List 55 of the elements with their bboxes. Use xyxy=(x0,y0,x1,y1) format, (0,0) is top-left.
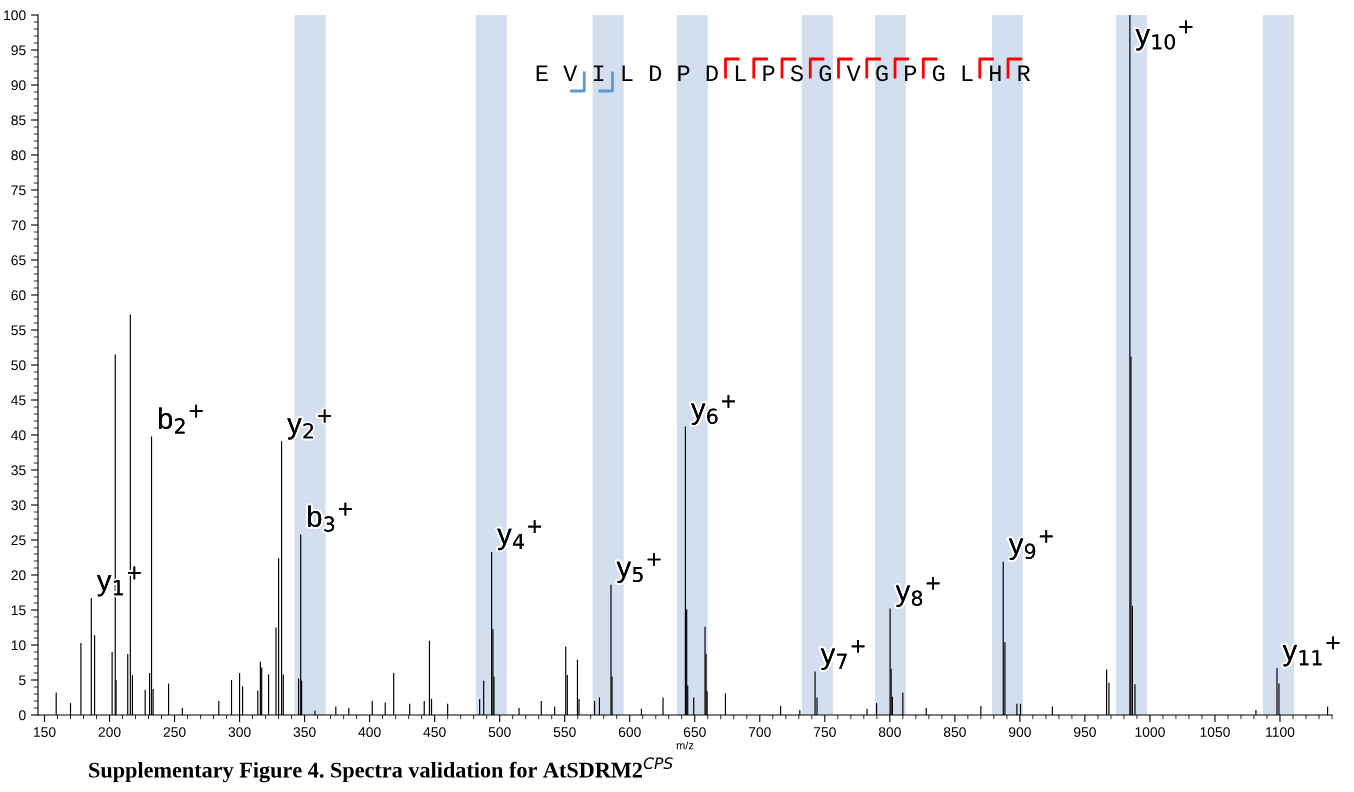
annotation: b$_{2}$$^{+}$ xyxy=(158,404,203,434)
annotation: y$_{9}$$^{+}$ xyxy=(1008,529,1053,560)
x-tick-label: 300 xyxy=(228,727,251,738)
y-tick-label: 25 xyxy=(11,535,26,546)
x-tick-label: 550 xyxy=(553,727,576,738)
y-tick-label: 50 xyxy=(11,360,26,371)
x-tick-label: 150 xyxy=(33,727,56,738)
annotation: y$_{11}$$^{+}$ xyxy=(1282,636,1340,667)
x-tick-label: 800 xyxy=(878,727,901,738)
annotation: y$_{4}$$^{+}$ xyxy=(497,520,542,551)
y-tick-label: 30 xyxy=(11,500,26,511)
x-tick-label: 650 xyxy=(683,727,706,738)
x-tick-label: 1050 xyxy=(1200,727,1230,738)
x-tick-label: 700 xyxy=(748,727,771,738)
y-tick-label: 80 xyxy=(11,150,26,161)
y-tick-label: 70 xyxy=(11,220,26,231)
y-tick-label: 100 xyxy=(4,10,26,21)
y-tick-label: 60 xyxy=(11,290,26,301)
y-tick-label: 75 xyxy=(11,185,26,196)
annotation: y$_{2}$$^{+}$ xyxy=(287,409,332,440)
y-tick-label: 35 xyxy=(11,465,26,476)
y-tick-label: 90 xyxy=(11,80,26,91)
annotation: E V I L D P D L P S G V G P G L H R xyxy=(536,65,1031,82)
x-tick-label: 450 xyxy=(423,727,446,738)
annotation: y$_{8}$$^{+}$ xyxy=(895,576,940,607)
y-tick-label: 10 xyxy=(11,640,26,651)
y-tick-label: 20 xyxy=(11,570,26,581)
y-tick-label: 85 xyxy=(11,115,26,126)
y-tick-label: 65 xyxy=(11,255,26,266)
x-tick-label: 350 xyxy=(293,727,316,738)
text: Supplementary Figure 4. Spectra validation for AtSDRM2$^{CPS}$ xyxy=(89,757,673,783)
annotation: y$_{6}$$^{+}$ xyxy=(691,394,735,425)
y-tick-label: 55 xyxy=(11,325,26,336)
y-tick-label: 0 xyxy=(19,710,26,721)
y-tick-label: 40 xyxy=(11,430,26,441)
annotation: y$_{7}$$^{+}$ xyxy=(820,639,865,670)
x-tick-label: 200 xyxy=(98,727,121,738)
x-tick-label: 1100 xyxy=(1266,727,1295,738)
x-tick-label: 600 xyxy=(618,727,641,738)
x-tick-label: 250 xyxy=(163,727,186,738)
x-axis-title: m/z xyxy=(676,741,694,750)
y-tick-label: 45 xyxy=(11,395,26,406)
y-tick-label: 95 xyxy=(11,45,26,56)
x-tick-label: 900 xyxy=(1008,727,1031,738)
x-tick-label: 400 xyxy=(358,727,381,738)
x-tick-label: 1000 xyxy=(1135,727,1165,738)
annotation: b$_{3}$$^{+}$ xyxy=(308,502,352,532)
y-tick-label: 5 xyxy=(19,675,26,686)
annotation: y$_{5}$$^{+}$ xyxy=(616,553,661,584)
annotation: y$_{10}$$^{+}$ xyxy=(1135,20,1193,51)
x-tick-label: 500 xyxy=(488,727,511,738)
x-tick-label: 950 xyxy=(1073,727,1096,738)
x-tick-label: 750 xyxy=(813,727,836,738)
y-tick-label: 15 xyxy=(11,605,26,616)
x-tick-label: 850 xyxy=(943,727,966,738)
